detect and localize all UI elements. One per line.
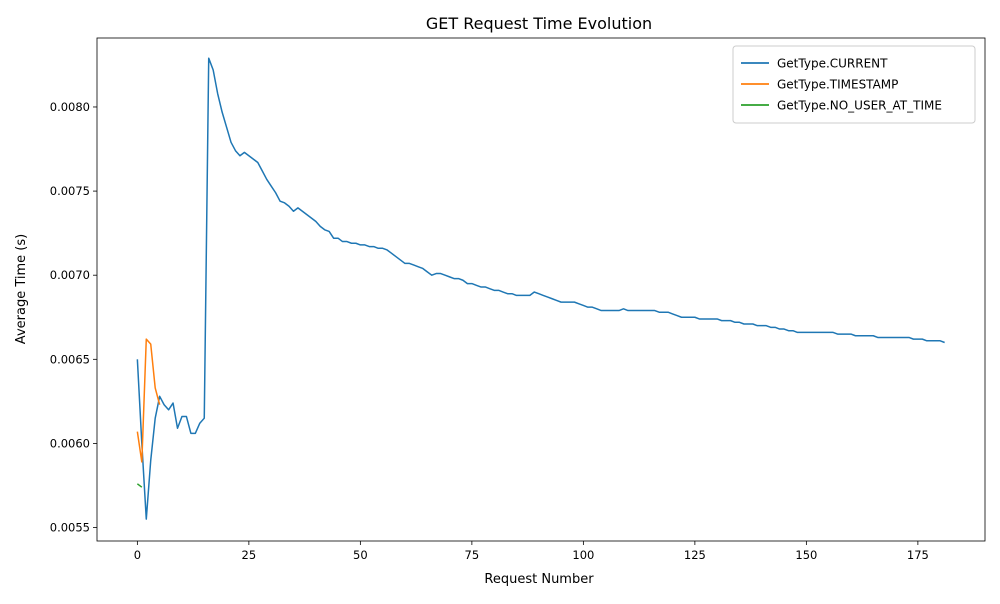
y-tick-label: 0.0065 (50, 352, 90, 366)
y-tick-label: 0.0075 (50, 184, 90, 198)
series-line-2 (136, 483, 143, 488)
y-tick-label: 0.0070 (50, 268, 90, 282)
y-tick-label: 0.0060 (50, 436, 90, 450)
x-axis-label: Request Number (484, 572, 594, 587)
x-tick-label: 0 (134, 548, 141, 562)
x-tick-label: 175 (907, 548, 929, 562)
y-tick-label: 0.0080 (50, 100, 90, 114)
y-tick-label: 0.0055 (50, 521, 90, 535)
legend-box (732, 45, 976, 124)
x-tick-label: 125 (684, 548, 706, 562)
x-tick-label: 75 (465, 548, 480, 562)
legend-label-1: GetType.TIMESTAMP (777, 78, 898, 92)
series-line-0 (136, 57, 945, 520)
y-axis-label: Average Time (s) (14, 234, 29, 344)
x-tick-label: 100 (572, 548, 594, 562)
legend-label-0: GetType.CURRENT (777, 57, 888, 71)
x-tick-label: 150 (795, 548, 817, 562)
plot-frame (96, 37, 986, 542)
series-line-1 (136, 338, 161, 463)
x-tick-label: 25 (242, 548, 257, 562)
legend-label-2: GetType.NO_USER_AT_TIME (777, 99, 942, 113)
x-tick-label: 50 (353, 548, 368, 562)
legend: GetType.CURRENT GetType.TIMESTAMP GetType.… (732, 45, 976, 124)
chart-title: GET Request Time Evolution (426, 14, 652, 33)
plot-area: 0 25 50 75 100 125 150 175 0.0055 0.0060 0.0065 0.0… (50, 37, 986, 562)
